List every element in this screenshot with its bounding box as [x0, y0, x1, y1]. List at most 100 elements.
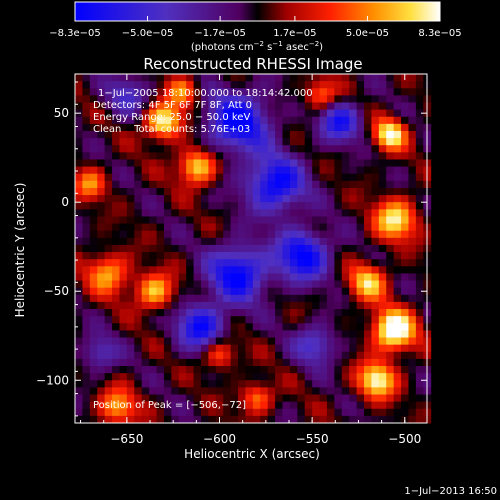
heatmap-cell: [378, 216, 387, 225]
heatmap-cell: [119, 287, 128, 296]
heatmap-cell: [193, 344, 202, 353]
heatmap-cell: [393, 223, 402, 232]
heatmap-cell: [326, 123, 335, 132]
heatmap-cell: [193, 373, 202, 381]
heatmap-cell: [275, 280, 283, 289]
heatmap-cell: [230, 216, 239, 225]
heatmap-cell: [364, 244, 372, 253]
heatmap-cell: [200, 287, 209, 296]
heatmap-cell: [178, 223, 187, 232]
heatmap-cell: [245, 173, 254, 182]
heatmap-cell: [112, 366, 120, 374]
heatmap-cell: [275, 116, 283, 125]
heatmap-cell: [378, 74, 387, 82]
heatmap-cell: [364, 159, 372, 168]
heatmap-cell: [126, 166, 135, 175]
heatmap-cell: [401, 344, 409, 353]
heatmap-cell: [260, 301, 269, 310]
heatmap-cell: [326, 351, 335, 360]
heatmap-cell: [289, 387, 298, 396]
heatmap-cell: [82, 95, 91, 103]
heatmap-cell: [356, 301, 365, 310]
heatmap-cell: [223, 366, 232, 374]
heatmap-cell: [415, 380, 424, 388]
heatmap-cell: [252, 244, 261, 253]
heatmap-cell: [364, 145, 372, 153]
heatmap-cell: [282, 316, 291, 324]
heatmap-cell: [378, 394, 387, 403]
heatmap-cell: [134, 294, 143, 303]
heatmap-cell: [230, 351, 239, 360]
heatmap-cell: [104, 351, 113, 360]
heatmap-cell: [193, 116, 202, 125]
heatmap-cell: [371, 287, 380, 296]
heatmap-cell: [75, 273, 83, 282]
heatmap-cell: [230, 173, 239, 182]
heatmap-cell: [141, 130, 150, 139]
heatmap-cell: [267, 116, 276, 125]
heatmap-cell: [401, 223, 409, 232]
heatmap-cell: [208, 280, 217, 289]
heatmap-cell: [304, 166, 313, 175]
heatmap-cell: [297, 280, 306, 289]
heatmap-cell: [252, 394, 261, 403]
heatmap-cell: [238, 180, 246, 189]
heatmap-cell: [178, 159, 187, 168]
heatmap-cell: [223, 387, 232, 396]
heatmap-cell: [267, 81, 276, 89]
heatmap-cell: [401, 130, 409, 139]
heatmap-cell: [141, 380, 150, 388]
heatmap-cell: [289, 202, 298, 210]
heatmap-cell: [326, 81, 335, 89]
heatmap-cell: [134, 202, 143, 210]
heatmap-cell: [386, 387, 395, 396]
heatmap-cell: [371, 316, 380, 324]
heatmap-cell: [134, 387, 143, 396]
heatmap-cell: [186, 173, 195, 182]
heatmap-cell: [378, 130, 387, 139]
heatmap-cell: [252, 323, 261, 331]
heatmap-cell: [415, 74, 424, 82]
heatmap-cell: [238, 223, 246, 232]
heatmap-cell: [186, 266, 195, 274]
heatmap-cell: [275, 323, 283, 331]
heatmap-cell: [134, 373, 143, 381]
heatmap-cell: [319, 74, 328, 82]
heatmap-cell: [326, 323, 335, 331]
heatmap-cell: [312, 102, 321, 111]
heatmap-cell: [193, 266, 202, 274]
heatmap-cell: [200, 366, 209, 374]
heatmap-cell: [415, 330, 424, 339]
heatmap-cell: [230, 202, 239, 210]
heatmap-cell: [371, 259, 380, 267]
heatmap-cell: [260, 252, 269, 260]
heatmap-cell: [334, 74, 343, 82]
heatmap-cell: [186, 230, 195, 239]
heatmap-cell: [378, 102, 387, 111]
heatmap-cell: [297, 109, 306, 118]
heatmap-cell: [141, 109, 150, 118]
heatmap-cell: [186, 74, 195, 82]
heatmap-cell: [356, 81, 365, 89]
heatmap-cell: [297, 309, 306, 317]
heatmap-cell: [260, 401, 269, 410]
heatmap-cell: [149, 209, 158, 217]
heatmap-cell: [215, 244, 224, 253]
heatmap-cell: [171, 337, 180, 346]
heatmap-cell: [208, 273, 217, 282]
heatmap-cell: [341, 273, 350, 282]
heatmap-cell: [112, 173, 120, 182]
heatmap-cell: [238, 74, 246, 82]
heatmap-cell: [282, 273, 291, 282]
heatmap-cell: [75, 173, 83, 182]
heatmap-cell: [126, 323, 135, 331]
heatmap-cell: [282, 109, 291, 118]
heatmap-cell: [178, 209, 187, 217]
heatmap-cell: [252, 95, 261, 103]
heatmap-cell: [119, 351, 128, 360]
heatmap-cell: [364, 266, 372, 274]
heatmap-cell: [378, 166, 387, 175]
heatmap-cell: [171, 81, 180, 89]
heatmap-cell: [245, 145, 254, 153]
heatmap-cell: [312, 244, 321, 253]
